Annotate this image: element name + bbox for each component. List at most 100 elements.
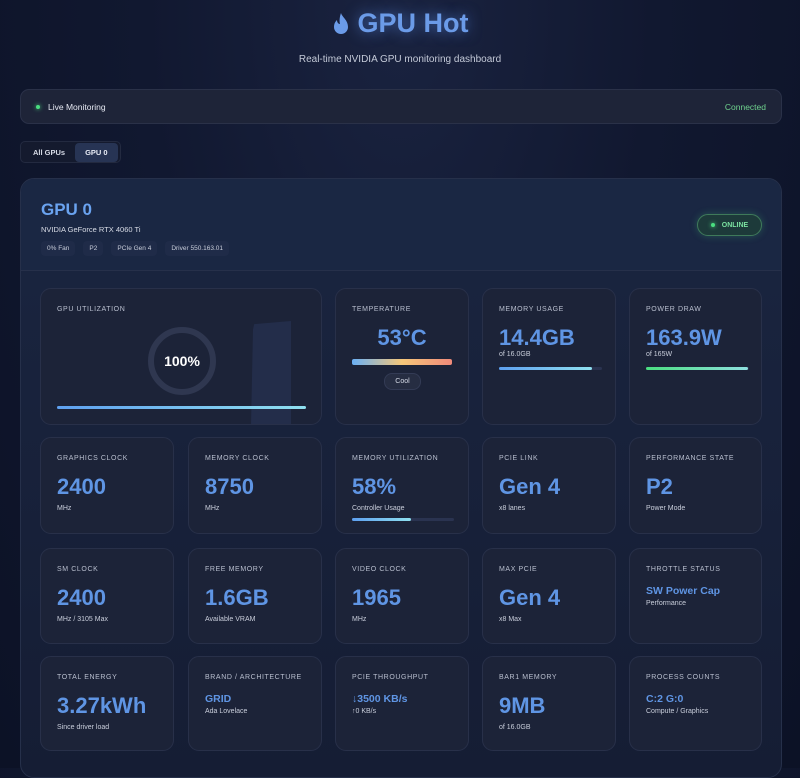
- status-badge-label: ONLINE: [721, 221, 749, 229]
- card-label: MEMORY CLOCK: [205, 455, 270, 462]
- smclock-sub: MHz / 3105 Max: [57, 616, 108, 623]
- brand-sub: Ada Lovelace: [205, 708, 248, 715]
- driver-chip: Driver 550.163.01: [165, 241, 229, 256]
- power-sub: of 165W: [646, 351, 673, 358]
- vclock-value: 1965: [352, 585, 401, 610]
- memory-usage-bar: [499, 367, 602, 370]
- card-throttle: THROTTLE STATUS SW Power Cap Performance: [629, 548, 762, 644]
- card-label: FREE MEMORY: [205, 566, 264, 573]
- card-label: MAX PCIE: [499, 566, 538, 573]
- connection-status: Connected: [724, 101, 766, 112]
- memutil-sub: Controller Usage: [352, 505, 405, 512]
- card-memutil: MEMORY UTILIZATION 58% Controller Usage: [335, 437, 469, 534]
- pcie-chip: PCIe Gen 4: [111, 241, 158, 256]
- memutil-value: 58%: [352, 474, 397, 499]
- pcie-sub: x8 lanes: [499, 505, 526, 512]
- app-title: GPU Hot: [332, 8, 469, 39]
- status-bar: Live Monitoring Connected: [20, 89, 782, 124]
- card-label: MEMORY USAGE: [499, 306, 564, 313]
- header: GPU Hot Real-time NVIDIA GPU monitoring …: [0, 8, 800, 65]
- card-label: PROCESS COUNTS: [646, 674, 721, 681]
- flame-icon: [333, 12, 348, 34]
- throttle-sub: Performance: [646, 600, 687, 607]
- card-smclock: SM CLOCK 2400 MHz / 3105 Max: [40, 548, 174, 644]
- power-bar: [646, 367, 749, 370]
- card-pstate: PERFORMANCE STATE P2 Power Mode: [629, 437, 762, 534]
- online-dot-icon: [710, 223, 715, 227]
- maxpcie-value: Gen 4: [499, 585, 561, 610]
- util-bar: [57, 406, 306, 409]
- gpu-name: GPU 0: [41, 200, 93, 219]
- mclock-value: 8750: [205, 474, 254, 499]
- power-value: 163.9W: [646, 325, 722, 350]
- card-label: POWER DRAW: [646, 306, 702, 313]
- throughput-value: ↓3500 KB/s: [352, 693, 408, 705]
- free-value: 1.6GB: [205, 585, 269, 610]
- card-brand: BRAND / ARCHITECTURE GRID Ada Lovelace: [188, 656, 322, 751]
- card-label: TEMPERATURE: [352, 306, 411, 313]
- card-label: VIDEO CLOCK: [352, 566, 407, 573]
- memory-usage-value: 14.4GB: [499, 325, 575, 350]
- util-history-chart: [251, 321, 291, 424]
- card-label: PCIE THROUGHPUT: [352, 674, 429, 681]
- card-label: GRAPHICS CLOCK: [57, 455, 129, 462]
- free-sub: Available VRAM: [205, 616, 256, 623]
- util-value: 100%: [164, 353, 200, 369]
- procs-value: C:2 G:0: [646, 693, 684, 705]
- tab-gpu-0[interactable]: GPU 0: [75, 142, 118, 162]
- live-label: Live Monitoring: [48, 101, 106, 112]
- card-label: PERFORMANCE STATE: [646, 455, 735, 462]
- temperature-badge: Cool: [384, 373, 421, 390]
- gpu-tabs: All GPUs GPU 0: [20, 141, 121, 163]
- pstate-value: P2: [646, 474, 673, 499]
- vclock-sub: MHz: [352, 616, 367, 623]
- card-label: BRAND / ARCHITECTURE: [205, 674, 302, 681]
- fan-chip: 0% Fan: [41, 241, 76, 256]
- bar1-sub: of 16.0GB: [499, 724, 531, 731]
- card-bar1: BAR1 MEMORY 9MB of 16.0GB: [482, 656, 616, 751]
- card-power-draw: POWER DRAW 163.9W of 165W: [629, 288, 762, 425]
- temperature-value: 53°C: [377, 325, 427, 350]
- status-badge: ONLINE: [697, 214, 762, 236]
- card-label: THROTTLE STATUS: [646, 566, 721, 573]
- live-dot-icon: [36, 104, 40, 109]
- memory-usage-sub: of 16.0GB: [499, 351, 531, 358]
- energy-value: 3.27kWh: [57, 693, 147, 718]
- card-temperature: TEMPERATURE 53°C Cool: [335, 288, 469, 425]
- throughput-sub: ↑0 KB/s: [352, 708, 377, 715]
- pstate-sub: Power Mode: [646, 505, 686, 512]
- card-energy: TOTAL ENERGY 3.27kWh Since driver load: [40, 656, 174, 751]
- gpu-header: GPU 0 NVIDIA GeForce RTX 4060 Ti 0% Fan …: [21, 179, 781, 271]
- gclock-value: 2400: [57, 474, 106, 499]
- app-subtitle: Real-time NVIDIA GPU monitoring dashboar…: [298, 53, 502, 65]
- card-label: MEMORY UTILIZATION: [352, 455, 439, 462]
- card-throughput: PCIE THROUGHPUT ↓3500 KB/s ↑0 KB/s: [335, 656, 469, 751]
- card-mclock: MEMORY CLOCK 8750 MHz: [188, 437, 322, 534]
- card-label: BAR1 MEMORY: [499, 674, 558, 681]
- card-gpu-utilization: GPU UTILIZATION 100%: [40, 288, 322, 425]
- card-memory-usage: MEMORY USAGE 14.4GB of 16.0GB: [482, 288, 616, 425]
- energy-sub: Since driver load: [57, 724, 110, 731]
- card-vclock: VIDEO CLOCK 1965 MHz: [335, 548, 469, 644]
- card-label: PCIE LINK: [499, 455, 539, 462]
- pstate-chip: P2: [83, 241, 104, 256]
- tab-all-gpus[interactable]: All GPUs: [33, 147, 66, 157]
- app-title-text: GPU Hot: [357, 8, 469, 38]
- mclock-sub: MHz: [205, 505, 220, 512]
- gclock-sub: MHz: [57, 505, 72, 512]
- card-gclock: GRAPHICS CLOCK 2400 MHz: [40, 437, 174, 534]
- procs-sub: Compute / Graphics: [646, 708, 709, 715]
- card-label: SM CLOCK: [57, 566, 99, 573]
- card-label: GPU UTILIZATION: [57, 306, 126, 313]
- pcie-value: Gen 4: [499, 474, 561, 499]
- bar1-value: 9MB: [499, 693, 546, 718]
- card-label: TOTAL ENERGY: [57, 674, 118, 681]
- card-free: FREE MEMORY 1.6GB Available VRAM: [188, 548, 322, 644]
- temperature-gradient-bar: [352, 359, 452, 365]
- card-pcie: PCIE LINK Gen 4 x8 lanes: [482, 437, 616, 534]
- brand-value: GRID: [205, 693, 232, 705]
- throttle-value: SW Power Cap: [646, 585, 721, 597]
- card-maxpcie: MAX PCIE Gen 4 x8 Max: [482, 548, 616, 644]
- memory-util-bar: [352, 518, 454, 521]
- card-procs: PROCESS COUNTS C:2 G:0 Compute / Graphic…: [629, 656, 762, 751]
